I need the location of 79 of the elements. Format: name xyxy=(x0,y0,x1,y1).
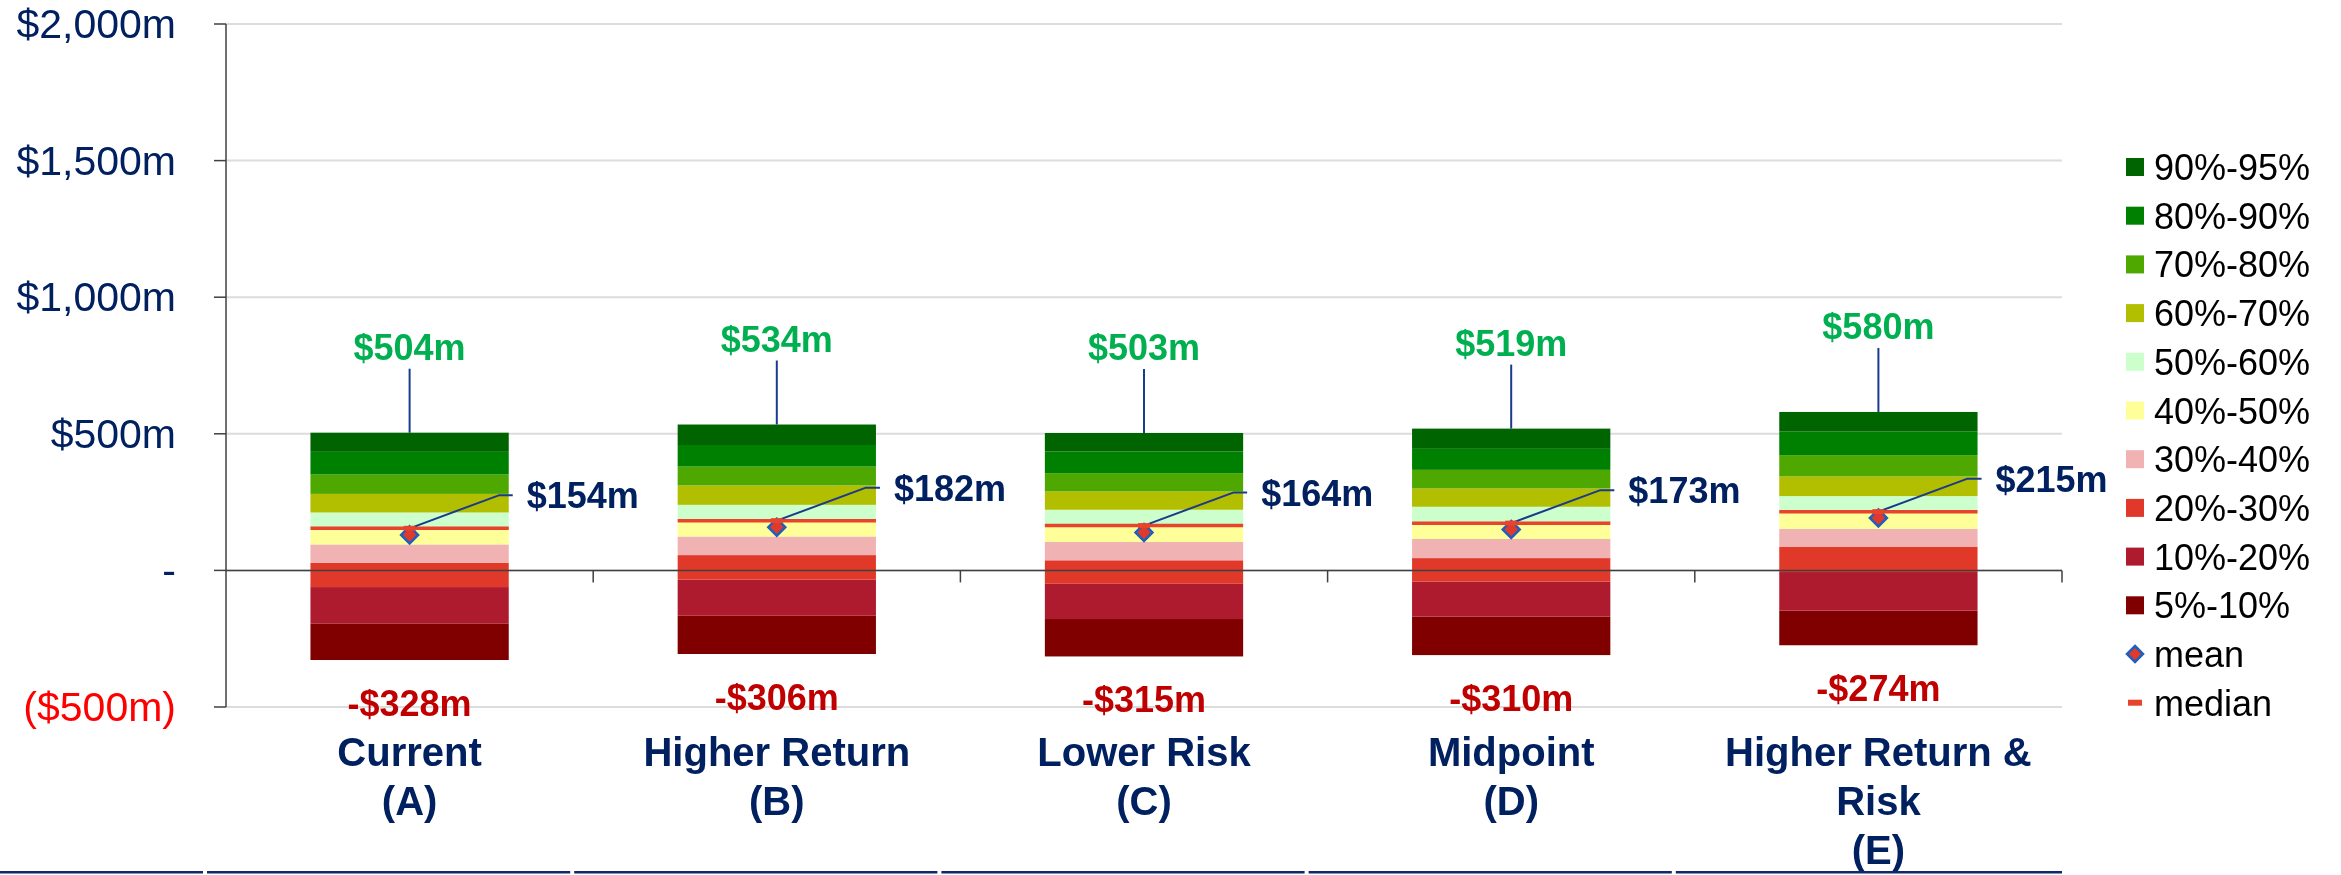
annotation: $182m xyxy=(893,467,1007,509)
bar xyxy=(1779,572,1978,611)
bar xyxy=(1412,448,1611,470)
y-tick-label: - xyxy=(162,547,176,594)
bar xyxy=(677,579,876,616)
legend-label: 90%-95% xyxy=(2154,146,2311,188)
bar xyxy=(1412,581,1611,617)
bar xyxy=(1044,432,1244,452)
annotation: $164m xyxy=(1261,472,1374,514)
bar xyxy=(310,474,509,494)
annotation: $504m xyxy=(353,326,466,368)
bar xyxy=(677,536,876,556)
bar xyxy=(310,512,509,529)
annotation: $503m xyxy=(1087,326,1201,368)
bar xyxy=(1412,469,1611,489)
x-tick-label: Midpoint (D) xyxy=(1427,730,1595,823)
legend-label: 20%-30% xyxy=(2154,487,2311,529)
y-tick-label: ($500m) xyxy=(23,684,176,730)
legend-label: 70%-80% xyxy=(2154,243,2311,285)
x-tick-label: Higher Return & Risk (E) xyxy=(1725,730,2032,872)
bar xyxy=(1044,560,1244,584)
bar xyxy=(1044,451,1244,474)
bar xyxy=(1779,546,1978,573)
annotation: $519m xyxy=(1455,322,1568,364)
bar xyxy=(677,485,876,505)
bar xyxy=(310,451,509,475)
bar xyxy=(1412,558,1611,582)
y-tick-label: $1,500m xyxy=(16,137,176,184)
annotation: -$310m xyxy=(1449,677,1574,719)
annotation: -$315m xyxy=(1081,678,1207,720)
legend-label: 5%-10% xyxy=(2154,584,2291,626)
bar xyxy=(1044,619,1244,657)
bar xyxy=(1779,411,1978,432)
legend-label: 80%-90% xyxy=(2154,195,2311,237)
bar xyxy=(310,493,509,513)
legend-label: 60%-70% xyxy=(2154,292,2311,334)
bar xyxy=(1779,610,1978,646)
bar xyxy=(1779,528,1978,547)
legend-label: median xyxy=(2154,682,2273,724)
bar xyxy=(1412,538,1611,559)
bar xyxy=(310,544,509,563)
legend-label: 10%-20% xyxy=(2154,536,2311,578)
y-tick-label: $500m xyxy=(50,410,176,457)
bar xyxy=(677,466,876,486)
bar xyxy=(677,445,876,467)
y-tick-label: $2,000m xyxy=(16,1,176,47)
bar xyxy=(1044,473,1244,492)
annotation: $580m xyxy=(1822,305,1935,347)
x-tick-label: Lower Risk (C) xyxy=(1037,730,1252,823)
bar xyxy=(310,432,509,452)
y-tick-label: $1,000m xyxy=(16,274,176,321)
annotation: $173m xyxy=(1628,469,1741,511)
bar xyxy=(310,623,509,661)
bar xyxy=(1412,616,1611,656)
annotation: -$274m xyxy=(1816,667,1941,709)
annotation: $215m xyxy=(1995,458,2108,500)
bar xyxy=(677,615,876,654)
x-tick-label: Higher Return (B) xyxy=(643,730,911,823)
bar xyxy=(677,555,876,580)
bar xyxy=(1044,491,1244,510)
legend-label: mean xyxy=(2154,633,2245,675)
bar xyxy=(1779,431,1978,456)
bar xyxy=(1412,428,1611,449)
x-tick-label: Current (A) xyxy=(337,730,482,823)
annotation: -$306m xyxy=(714,676,839,718)
bar xyxy=(1412,488,1611,507)
legend-label: 30%-40% xyxy=(2154,438,2311,480)
bar xyxy=(310,562,509,588)
annotation: $154m xyxy=(526,474,639,516)
bar xyxy=(1779,476,1978,497)
bar xyxy=(677,424,876,445)
bar xyxy=(1044,583,1244,620)
legend-label: 50%-60% xyxy=(2154,341,2311,383)
bar xyxy=(1044,541,1244,561)
annotation: $534m xyxy=(720,318,833,360)
annotation: -$328m xyxy=(347,682,472,724)
legend-label: 40%-50% xyxy=(2154,390,2311,431)
bar xyxy=(310,587,509,624)
bar xyxy=(1779,455,1978,477)
